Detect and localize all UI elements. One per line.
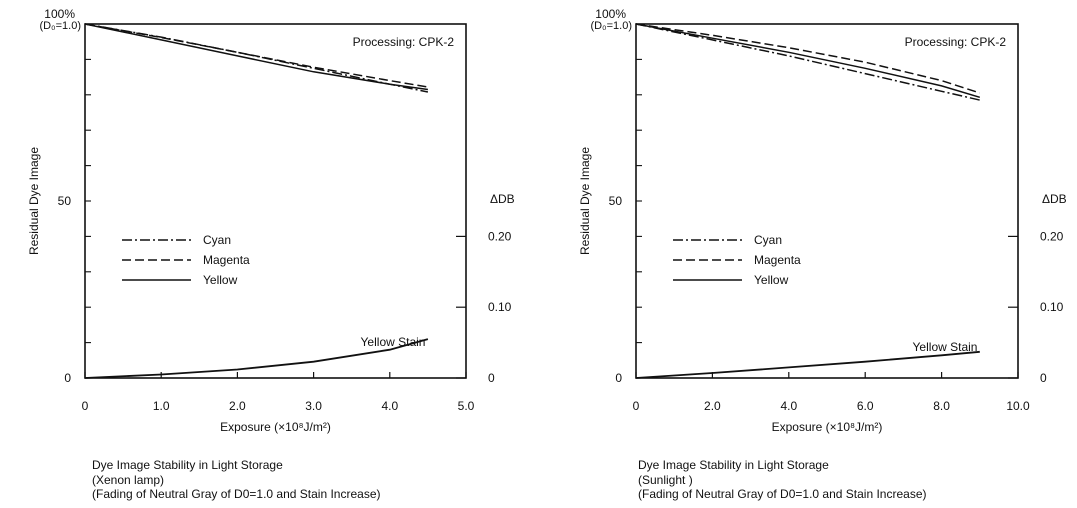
series-line-yellow (84, 23, 429, 91)
y2-axis-label: ΔDB (1042, 192, 1067, 206)
chart-xenon: 0 1.0 2.0 3.0 4.0 5.0 0 50 100%(D₀=1.0) Residual … (27, 7, 515, 434)
y2-axis-label: ΔDB (490, 192, 515, 206)
y-axis-label: Residual Dye Image (27, 147, 41, 255)
caption-sunlight: Dye Image Stability in Light Storage (Su… (638, 458, 927, 502)
processing-annotation: Processing: CPK-2 (353, 35, 455, 49)
caption-line-1: Dye Image Stability in Light Storage (638, 458, 829, 472)
x-axis-label: Exposure (×10⁸J/m²) (772, 420, 883, 434)
chart-panel-xenon: 0 1.0 2.0 3.0 4.0 5.0 0 50 100% (D₀=1.0) Residual … (0, 0, 538, 508)
legend-label-magenta: Magenta (754, 253, 801, 267)
x-tick-label: 3.0 (305, 399, 322, 413)
caption-line-3: (Fading of Neutral Gray of D0=1.0 and St… (638, 487, 927, 501)
y-top-sublabel: (D₀=1.0) (590, 20, 632, 32)
y2-tick-label: 0 (488, 371, 495, 385)
series-line-yellow (635, 23, 981, 99)
y-tick-label: 0 (615, 371, 622, 385)
y2-tick-label: 0.10 (488, 300, 512, 314)
x-tick-label: 4.0 (381, 399, 398, 413)
series-line-yellow-stain (84, 338, 429, 379)
caption-line-2: (Xenon lamp) (92, 472, 165, 487)
processing-annotation: Processing: CPK-2 (905, 35, 1007, 49)
y2-tick-label: 0.20 (1040, 229, 1064, 243)
stain-label: Yellow Stain (913, 340, 978, 354)
series-line-magenta (635, 23, 981, 94)
series-line-magenta (84, 23, 429, 88)
y-tick-label: 100% (44, 7, 75, 21)
caption-line-2: (Sunlight ) (638, 472, 693, 487)
y2-tick-label: 0.10 (1040, 300, 1064, 314)
chart-sunlight: 0 2.0 4.0 6.0 8.0 10.0 0 50 100%(D₀=1.0) Residual… (578, 7, 1067, 434)
y-top-sublabel: (D₀=1.0) (39, 20, 81, 32)
caption-line-3: (Fading of Neutral Gray of D0=1.0 and St… (92, 487, 381, 501)
legend-label-cyan: Cyan (203, 233, 231, 247)
x-tick-label: 0 (82, 399, 89, 413)
legend-label-yellow: Yellow (754, 273, 789, 287)
x-tick-label: 0 (633, 399, 640, 413)
y2-tick-label: 0 (1040, 371, 1047, 385)
y-tick-label: 50 (609, 194, 623, 208)
y-tick-label: 50 (58, 194, 72, 208)
x-tick-label: 5.0 (458, 399, 475, 413)
x-tick-label: 2.0 (229, 399, 246, 413)
legend-label-cyan: Cyan (754, 233, 782, 247)
series-line-cyan (635, 23, 980, 101)
y-axis-label: Residual Dye Image (578, 147, 592, 255)
stain-label: Yellow Stain (361, 335, 426, 349)
legend-label-magenta: Magenta (203, 253, 250, 267)
y-tick-label: 0 (64, 371, 71, 385)
legend-label-yellow: Yellow (203, 273, 238, 287)
x-tick-label: 10.0 (1006, 399, 1030, 413)
plot-frame (84, 23, 467, 379)
x-tick-label: 4.0 (780, 399, 797, 413)
x-tick-label: 2.0 (704, 399, 721, 413)
caption-xenon: Dye Image Stability in Light Storage (Xe… (92, 458, 381, 502)
series-line-cyan (84, 23, 429, 93)
series-line-yellow-stain (635, 350, 980, 379)
x-axis-label: Exposure (×10⁸J/m²) (220, 420, 331, 434)
x-tick-label: 1.0 (153, 399, 170, 413)
x-tick-label: 8.0 (933, 399, 950, 413)
y-tick-label: 100% (595, 7, 626, 21)
plot-frame (635, 23, 1019, 379)
x-tick-label: 6.0 (857, 399, 874, 413)
caption-line-1: Dye Image Stability in Light Storage (92, 458, 283, 472)
chart-panel-sunlight: 0 2.0 4.0 6.0 8.0 10.0 0 50 100% (D₀=1.0) Residual… (552, 0, 1077, 508)
y2-tick-label: 0.20 (488, 229, 512, 243)
